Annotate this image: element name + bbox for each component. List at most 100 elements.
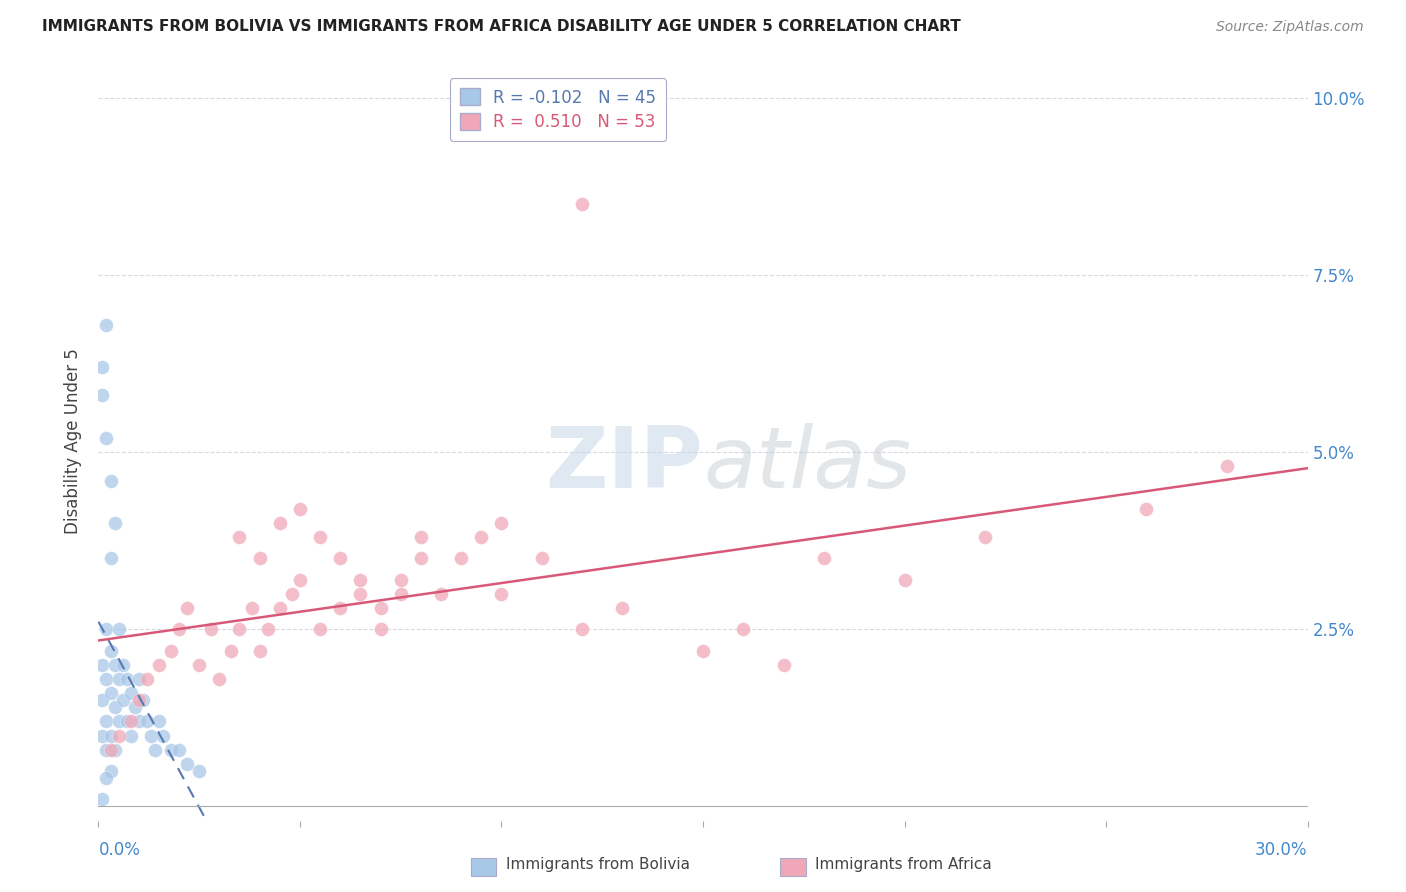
Point (1135, 501, 1157, 516)
Point (96, 431, 118, 445)
Point (200, 623, 222, 637)
Point (370, 601, 392, 615)
Point (329, 601, 352, 615)
Point (167, 743, 190, 757)
Point (389, 587, 412, 601)
Point (160, 643, 183, 657)
Point (733, 623, 755, 637)
Point (132, 693, 155, 707)
Point (152, 729, 174, 743)
Point (893, 573, 915, 587)
Point (107, 714, 129, 729)
Text: ZIP: ZIP (546, 423, 703, 506)
Point (100, 764, 122, 778)
Point (491, 516, 513, 530)
Point (103, 516, 125, 530)
Point (349, 573, 371, 587)
Point (135, 672, 157, 686)
Point (128, 693, 150, 707)
Point (91, 388, 114, 402)
Text: Immigrants from Bolivia: Immigrants from Bolivia (506, 857, 690, 871)
Point (188, 657, 211, 672)
Point (96, 623, 118, 637)
Point (91, 360, 114, 375)
Point (91, 792, 114, 806)
Point (530, 551, 553, 566)
Point (143, 743, 166, 757)
Point (269, 601, 291, 615)
Point (103, 743, 125, 757)
Text: Immigrants from Africa: Immigrants from Africa (815, 857, 993, 871)
Point (409, 530, 432, 544)
Point (491, 587, 513, 601)
Point (120, 729, 142, 743)
Point (329, 551, 352, 566)
Point (111, 657, 134, 672)
Point (139, 729, 162, 743)
Point (115, 714, 138, 729)
Point (96, 672, 118, 686)
Point (91, 729, 114, 743)
Point (107, 729, 129, 743)
Point (135, 714, 157, 729)
Point (974, 530, 997, 544)
Point (249, 551, 271, 566)
Point (120, 686, 142, 700)
Point (349, 587, 371, 601)
Point (167, 623, 190, 637)
Point (269, 516, 291, 530)
Point (128, 714, 150, 729)
Point (111, 693, 134, 707)
Point (176, 601, 198, 615)
Point (96, 318, 118, 332)
Point (96, 743, 118, 757)
Point (772, 657, 794, 672)
Point (208, 672, 231, 686)
Point (256, 623, 278, 637)
Point (103, 657, 125, 672)
Point (100, 551, 122, 566)
Point (115, 672, 138, 686)
Text: 0.0%: 0.0% (98, 841, 141, 859)
Point (176, 756, 198, 771)
Point (571, 623, 593, 637)
Point (221, 643, 243, 657)
Point (160, 743, 183, 757)
Point (124, 700, 146, 714)
Point (1216, 459, 1239, 474)
Point (240, 601, 263, 615)
Point (107, 623, 129, 637)
Point (309, 623, 332, 637)
Point (228, 623, 250, 637)
Text: atlas: atlas (703, 423, 911, 506)
Point (148, 714, 170, 729)
Point (288, 501, 311, 516)
Point (450, 551, 472, 566)
Point (148, 657, 170, 672)
Y-axis label: Disability Age Under 5: Disability Age Under 5 (65, 349, 83, 534)
Point (612, 601, 634, 615)
Point (309, 530, 332, 544)
Point (100, 743, 122, 757)
Point (107, 672, 129, 686)
Point (103, 700, 125, 714)
Point (228, 530, 250, 544)
Point (249, 643, 271, 657)
Point (470, 530, 492, 544)
Text: Source: ZipAtlas.com: Source: ZipAtlas.com (1216, 21, 1364, 34)
Point (128, 672, 150, 686)
Point (120, 714, 142, 729)
Point (91, 693, 114, 707)
Point (100, 686, 122, 700)
Point (188, 764, 211, 778)
Point (389, 573, 412, 587)
Point (100, 474, 122, 488)
Point (813, 551, 835, 566)
Point (409, 551, 432, 566)
Point (96, 771, 118, 785)
Point (100, 643, 122, 657)
Point (96, 714, 118, 729)
Point (370, 623, 392, 637)
Point (288, 573, 311, 587)
Point (692, 643, 714, 657)
